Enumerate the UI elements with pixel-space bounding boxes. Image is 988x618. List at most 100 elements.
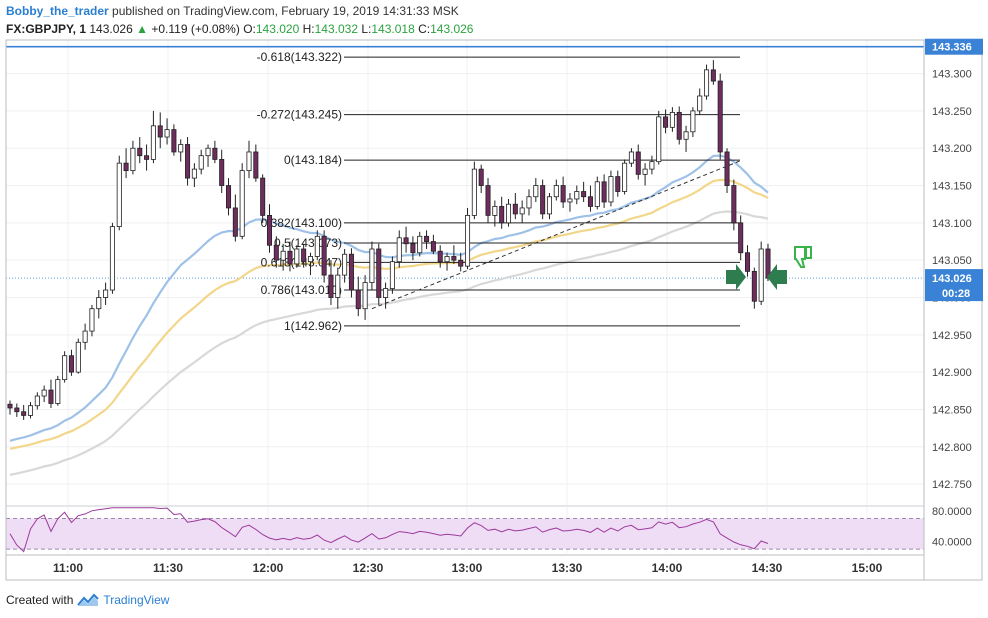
trend-lines[interactable] xyxy=(6,45,924,310)
current-price-text: 143.026 xyxy=(932,273,972,285)
candle-body xyxy=(697,95,703,112)
candles xyxy=(7,60,771,420)
low-label: L: xyxy=(361,22,372,36)
open-label: O: xyxy=(243,22,256,36)
candle-body xyxy=(710,69,716,82)
candle-body xyxy=(451,256,457,261)
candle-body xyxy=(355,289,361,310)
candle-body xyxy=(307,256,313,263)
time-tick-label: 13:00 xyxy=(452,561,483,575)
rsi-tick-label: 40.0000 xyxy=(932,537,972,549)
candle-body xyxy=(396,237,402,263)
rsi-tick-label: 80.0000 xyxy=(932,506,972,518)
candle-body xyxy=(212,147,218,160)
candle-body xyxy=(266,215,273,246)
price-tick-label: 142.900 xyxy=(932,367,972,379)
thumbs-down-icon[interactable] xyxy=(794,246,812,268)
candle-body xyxy=(471,168,477,216)
candle-body xyxy=(164,129,170,138)
candle-body xyxy=(758,248,764,302)
candle-body xyxy=(123,162,129,172)
candle-body xyxy=(280,250,286,261)
candle-body xyxy=(171,129,177,153)
candle-body xyxy=(389,261,395,289)
candle-body xyxy=(348,253,354,291)
tradingview-link[interactable]: TradingView xyxy=(103,593,170,607)
candle-body xyxy=(635,151,641,175)
thumbs-down-cuff xyxy=(805,246,812,259)
open-value: 143.020 xyxy=(255,22,300,36)
arrow-right-icon[interactable] xyxy=(726,264,746,290)
candle-body xyxy=(492,206,498,216)
low-value: 143.018 xyxy=(371,22,415,36)
candle-body xyxy=(437,250,443,263)
price-change: +0.119 (+0.08%) xyxy=(151,22,240,36)
candle-body xyxy=(82,330,88,343)
published-text: published on TradingView.com, February 1… xyxy=(108,4,459,18)
candle-body xyxy=(628,151,634,164)
candle-body xyxy=(376,248,382,298)
candle-body xyxy=(669,111,675,128)
footer: Created with TradingView xyxy=(6,593,169,607)
close-label: C: xyxy=(418,22,431,36)
candle-body xyxy=(649,161,655,170)
arrow-left-icon[interactable] xyxy=(767,264,787,290)
candle-body xyxy=(533,185,539,198)
candle-body xyxy=(444,256,450,263)
candle-body xyxy=(499,206,505,224)
candle-body xyxy=(410,243,416,254)
fib-level-label: 0.5(143.073) xyxy=(274,236,342,250)
tradingview-logo-icon xyxy=(77,593,100,606)
candle-body xyxy=(403,237,409,245)
candle-body xyxy=(14,407,20,413)
time-tick-label: 12:30 xyxy=(353,561,384,575)
close-value: 143.026 xyxy=(430,22,474,36)
candle-body xyxy=(704,69,710,97)
axes: 143.300 143.250 143.200 143.150 143.100 143.0… xyxy=(5,38,983,581)
rsi-band xyxy=(6,518,924,550)
candle-body xyxy=(690,110,696,133)
candle-body xyxy=(21,411,27,416)
symbol-label: FX:GBPJPY, 1 xyxy=(6,22,87,36)
trendline-dashed[interactable] xyxy=(371,160,741,310)
grid xyxy=(6,40,924,553)
candle-body xyxy=(553,185,559,198)
candle-body xyxy=(232,207,238,237)
price-tick-label: 143.250 xyxy=(932,106,972,118)
candle-body xyxy=(663,116,669,128)
price-tick-label: 142.750 xyxy=(932,479,972,491)
chart-svg[interactable]: -0.618(143.322) -0.272(143.245) 0(143.184)… xyxy=(0,0,988,590)
candle-body xyxy=(512,203,518,215)
symbol-header: FX:GBPJPY, 1 143.026 ▲ +0.119 (+0.08%) O… xyxy=(6,22,473,36)
candle-body xyxy=(41,389,47,397)
price-tick-label: 142.800 xyxy=(932,442,972,454)
candle-body xyxy=(109,226,115,291)
candle-body xyxy=(485,185,491,216)
candle-body xyxy=(314,235,320,257)
candle-body xyxy=(150,125,156,160)
created-with-label: Created with xyxy=(6,593,74,607)
candle-body xyxy=(526,196,532,209)
candle-body xyxy=(157,125,163,138)
candle-body xyxy=(246,151,252,172)
candle-body xyxy=(642,168,648,175)
candle-body xyxy=(342,253,348,276)
candle-body xyxy=(738,222,744,254)
candle-body xyxy=(178,144,184,153)
fib-level-label: 1(142.962) xyxy=(284,319,342,333)
ma-mid-line xyxy=(9,178,769,450)
candle-body xyxy=(301,248,307,263)
price-tick-label: 143.200 xyxy=(932,143,972,155)
candle-body xyxy=(478,168,484,186)
candle-body xyxy=(48,389,54,404)
candle-body xyxy=(27,405,34,416)
time-tick-label: 12:00 xyxy=(253,561,284,575)
annotations[interactable] xyxy=(726,246,812,290)
candle-body xyxy=(567,198,573,203)
author-name[interactable]: Bobby_the_trader xyxy=(6,4,109,18)
price-tick-label: 143.150 xyxy=(932,181,972,193)
candle-body xyxy=(724,151,730,186)
candle-body xyxy=(505,203,512,224)
time-tick-label: 15:00 xyxy=(852,561,883,575)
candle-body xyxy=(185,144,191,179)
